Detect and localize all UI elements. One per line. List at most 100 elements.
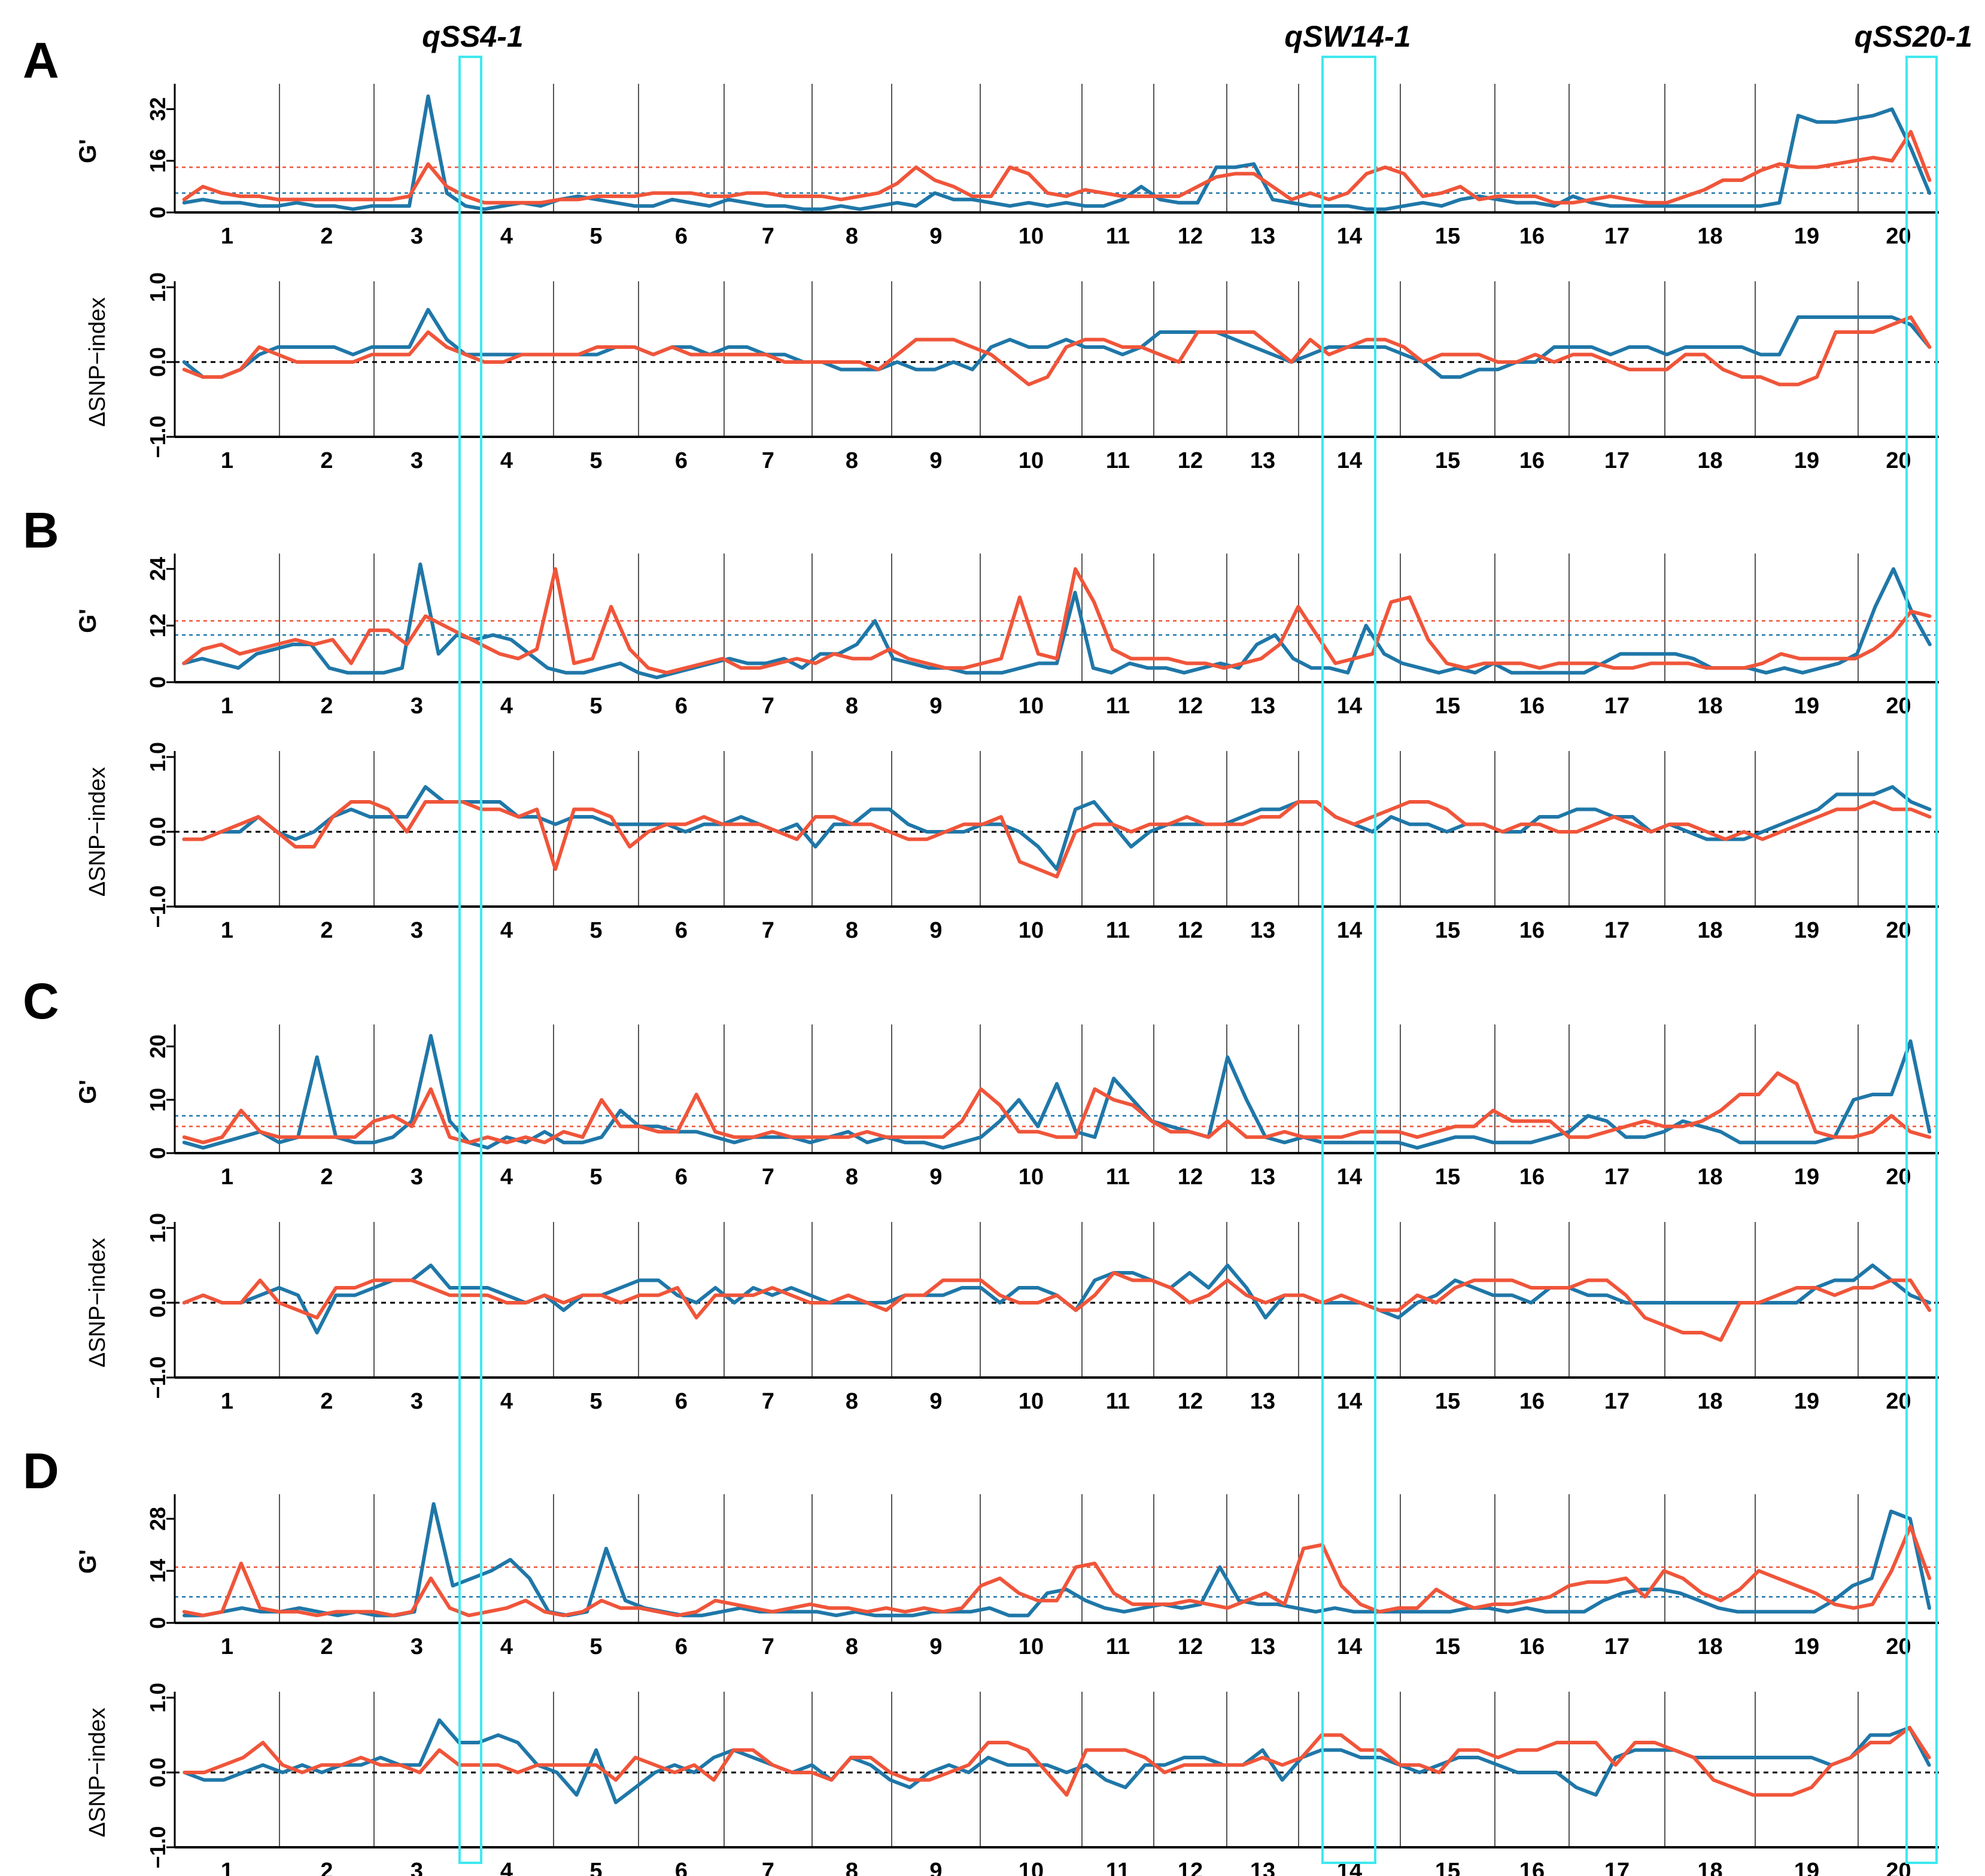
qtl-highlight-layer: qSS4-1 qSW14-1 qSS20-1 <box>422 20 1972 1864</box>
chromosome-label-9: 9 <box>929 918 942 943</box>
chromosome-label-1: 1 <box>221 448 233 473</box>
panel-letter: B <box>23 502 59 558</box>
chromosome-label-17: 17 <box>1604 694 1630 719</box>
chromosome-label-13: 13 <box>1250 694 1275 719</box>
chromosome-label-8: 8 <box>846 1389 858 1414</box>
chromosome-label-13: 13 <box>1250 224 1275 249</box>
chromosome-label-7: 7 <box>762 1164 774 1190</box>
chromosome-label-8: 8 <box>846 448 858 473</box>
chromosome-label-17: 17 <box>1604 224 1630 249</box>
chromosome-label-5: 5 <box>589 224 602 249</box>
panel-letter: D <box>23 1443 59 1499</box>
chromosome-label-1: 1 <box>221 918 233 943</box>
dsnp-y-label: ΔSNP−index <box>85 1238 110 1368</box>
chromosome-label-11: 11 <box>1106 448 1130 473</box>
chromosome-label-14: 14 <box>1337 448 1362 473</box>
chromosome-label-4: 4 <box>500 1634 513 1659</box>
dsnp-series-orange <box>182 1271 1932 1342</box>
chromosome-label-6: 6 <box>675 224 688 249</box>
gprime-y-tick-label: 0 <box>145 676 170 688</box>
chromosome-label-16: 16 <box>1519 694 1545 719</box>
chromosome-label-11: 11 <box>1106 224 1130 249</box>
chromosome-label-9: 9 <box>929 1164 942 1190</box>
dsnp-y-tick-label: −1.0 <box>145 415 170 458</box>
gprime-y-tick-label: 0 <box>145 1147 170 1159</box>
dsnp-series-blue <box>182 785 1932 871</box>
chromosome-label-13: 13 <box>1250 1164 1275 1190</box>
dsnp-y-tick-label: 1.0 <box>145 742 170 772</box>
chromosome-label-1: 1 <box>221 224 233 249</box>
chromosome-label-10: 10 <box>1019 1389 1044 1414</box>
chromosome-label-18: 18 <box>1697 1389 1722 1414</box>
gprime-y-tick-label: 14 <box>145 1559 170 1583</box>
chromosome-label-5: 5 <box>589 1859 602 1876</box>
chromosome-label-3: 3 <box>411 448 423 473</box>
chromosome-label-12: 12 <box>1178 224 1203 249</box>
chromosome-label-10: 10 <box>1019 918 1044 943</box>
chromosome-label-17: 17 <box>1604 1634 1630 1659</box>
chromosome-label-12: 12 <box>1178 918 1203 943</box>
chromosome-label-3: 3 <box>411 1859 423 1876</box>
chromosome-label-14: 14 <box>1337 1634 1362 1659</box>
chromosome-label-9: 9 <box>929 1859 942 1876</box>
chromosome-label-2: 2 <box>320 1164 333 1190</box>
chromosome-label-3: 3 <box>411 694 423 719</box>
chromosome-label-8: 8 <box>846 1164 858 1190</box>
chromosome-label-16: 16 <box>1519 1389 1545 1414</box>
chromosome-label-4: 4 <box>500 1164 513 1190</box>
dsnp-y-tick-label: −1.0 <box>145 1826 170 1868</box>
chromosome-label-11: 11 <box>1106 1389 1130 1414</box>
chromosome-label-5: 5 <box>589 1164 602 1190</box>
chromosome-label-17: 17 <box>1604 1389 1630 1414</box>
gprime-y-tick-label: 32 <box>145 97 170 121</box>
chromosome-label-16: 16 <box>1519 918 1545 943</box>
chromosome-label-4: 4 <box>500 224 513 249</box>
gprime-y-tick-label: 28 <box>145 1507 170 1531</box>
chromosome-label-14: 14 <box>1337 1859 1362 1876</box>
chromosome-label-7: 7 <box>762 224 774 249</box>
chromosome-label-12: 12 <box>1178 1164 1203 1190</box>
gprime-y-tick-label: 0 <box>145 1617 170 1629</box>
dsnp-y-label: ΔSNP−index <box>85 1708 110 1838</box>
chromosome-label-8: 8 <box>846 694 858 719</box>
chromosome-label-5: 5 <box>589 918 602 943</box>
chromosome-label-13: 13 <box>1250 1859 1275 1876</box>
chromosome-label-18: 18 <box>1697 1634 1722 1659</box>
gprime-y-tick-label: 12 <box>145 613 170 637</box>
qtl-label-qss20-1: qSS20-1 <box>1855 20 1972 53</box>
dsnp-y-tick-label: −1.0 <box>145 1356 170 1398</box>
chromosome-label-11: 11 <box>1106 1634 1130 1659</box>
dsnp-series-blue <box>182 1263 1932 1334</box>
chromosome-label-19: 19 <box>1794 1164 1819 1190</box>
chromosome-label-4: 4 <box>500 918 513 943</box>
gprime-series-blue <box>182 562 1932 680</box>
chromosome-label-2: 2 <box>320 694 333 719</box>
gprime-y-label: G' <box>75 609 101 633</box>
chromosome-label-18: 18 <box>1697 1164 1722 1190</box>
chromosome-label-19: 19 <box>1794 1859 1819 1876</box>
chromosome-label-12: 12 <box>1178 694 1203 719</box>
chromosome-label-16: 16 <box>1519 448 1545 473</box>
gprime-y-tick-label: 0 <box>145 206 170 218</box>
gprime-y-tick-label: 16 <box>145 149 170 173</box>
chromosome-label-11: 11 <box>1106 694 1130 719</box>
chromosome-label-18: 18 <box>1697 224 1722 249</box>
dsnp-series-orange <box>183 1726 1931 1797</box>
chromosome-label-15: 15 <box>1435 448 1460 473</box>
dsnp-y-label: ΔSNP−index <box>85 297 110 427</box>
chromosome-label-19: 19 <box>1794 1634 1819 1659</box>
chromosome-label-14: 14 <box>1337 1389 1362 1414</box>
dsnp-y-tick-label: 1.0 <box>145 272 170 302</box>
gprime-series-orange <box>182 1071 1932 1145</box>
dsnp-y-tick-label: 0.0 <box>145 817 170 847</box>
chromosome-label-15: 15 <box>1435 918 1460 943</box>
chromosome-label-16: 16 <box>1519 1164 1545 1190</box>
chromosome-label-8: 8 <box>846 1634 858 1659</box>
chromosome-label-10: 10 <box>1019 1634 1044 1659</box>
chromosome-label-8: 8 <box>846 918 858 943</box>
chromosome-label-10: 10 <box>1019 1164 1044 1190</box>
